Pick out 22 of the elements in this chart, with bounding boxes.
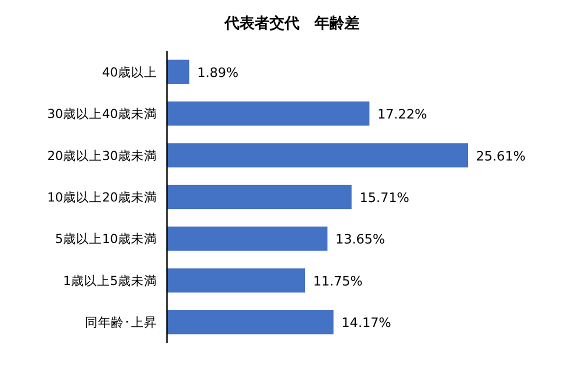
bar [167, 310, 334, 334]
bar [167, 268, 306, 293]
data-label: 17.22% [377, 108, 427, 123]
y-tick-label: 同年齢･上昇 [85, 314, 157, 330]
bar [167, 184, 352, 210]
data-label: 1.89% [197, 66, 239, 81]
y-tick-label: 20歳以上30歳未満 [47, 148, 157, 163]
y-tick-label: 1歳以上5歳未満 [63, 272, 157, 288]
bar [167, 143, 468, 168]
data-label: 13.65% [335, 232, 386, 248]
bar [167, 226, 328, 251]
y-tick-label: 30歳以上40歳未満 [47, 106, 157, 122]
data-label: 11.75% [313, 274, 363, 290]
data-label: 15.71% [360, 191, 410, 206]
bar [167, 101, 370, 126]
data-label: 14.17% [342, 316, 392, 332]
y-tick-label: 40歳以上 [102, 64, 157, 80]
y-tick-label: 10歳以上20歳未満 [47, 190, 157, 204]
bar [167, 60, 190, 84]
chart-title: 代表者交代 年齢差 [224, 14, 360, 32]
y-tick-label: 5歳以上10歳未満 [55, 231, 157, 246]
data-label: 25.61% [476, 149, 526, 164]
